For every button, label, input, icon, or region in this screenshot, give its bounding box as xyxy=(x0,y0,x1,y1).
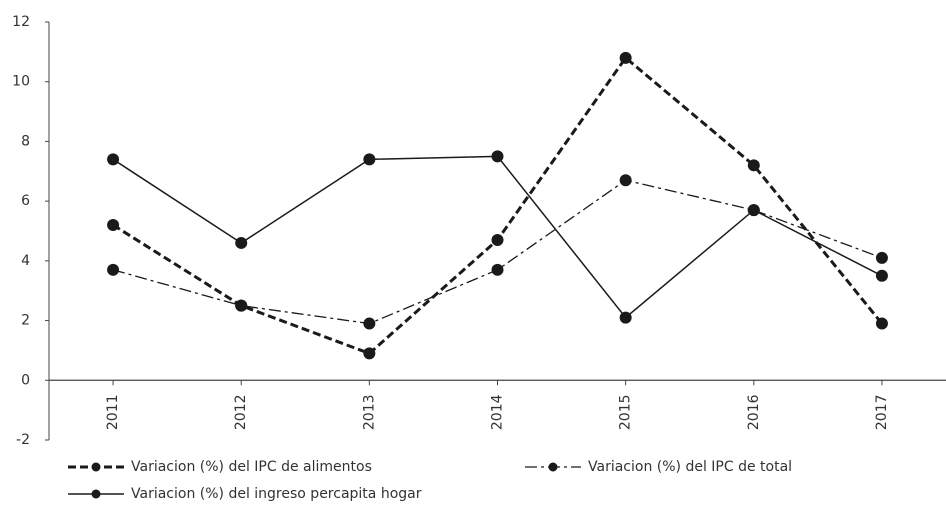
legend-marker xyxy=(548,462,558,472)
point xyxy=(235,236,248,249)
legend-marker xyxy=(91,489,101,499)
point xyxy=(235,299,248,312)
point xyxy=(875,269,888,282)
legend-label: Variacion (%) del IPC de total xyxy=(588,459,792,475)
point xyxy=(619,51,632,64)
point xyxy=(491,233,504,246)
legend-marker xyxy=(91,462,101,472)
y-tick-label: -2 xyxy=(16,432,30,448)
y-tick-label: 2 xyxy=(21,313,30,329)
point xyxy=(491,263,504,276)
point xyxy=(107,153,120,166)
y-tick-label: 12 xyxy=(12,14,30,30)
y-tick-label: 10 xyxy=(12,74,30,90)
point xyxy=(107,263,120,276)
y-tick-label: 0 xyxy=(21,372,30,388)
point xyxy=(363,347,376,360)
point xyxy=(363,153,376,166)
legend-label: Variacion (%) del ingreso percapita hoga… xyxy=(131,486,422,502)
point xyxy=(619,174,632,187)
point xyxy=(107,219,120,232)
point xyxy=(491,150,504,163)
series-line xyxy=(112,179,883,325)
point xyxy=(363,317,376,330)
series-line xyxy=(112,55,884,356)
y-tick-label: 4 xyxy=(21,253,30,269)
x-tick-label: 2013 xyxy=(361,394,377,430)
legend-label: Variacion (%) del IPC de alimentos xyxy=(131,459,372,475)
x-tick-label: 2016 xyxy=(746,394,762,430)
point xyxy=(619,311,632,324)
point xyxy=(747,159,760,172)
x-tick-label: 2012 xyxy=(233,394,249,430)
x-tick-label: 2014 xyxy=(490,394,506,430)
point xyxy=(875,317,888,330)
x-tick-label: 2011 xyxy=(105,394,121,430)
x-tick-label: 2015 xyxy=(618,394,634,430)
x-tick-label: 2017 xyxy=(874,394,890,430)
y-tick-label: 6 xyxy=(21,193,30,209)
point xyxy=(747,204,760,217)
y-tick-label: 8 xyxy=(21,133,30,149)
point xyxy=(875,251,888,264)
